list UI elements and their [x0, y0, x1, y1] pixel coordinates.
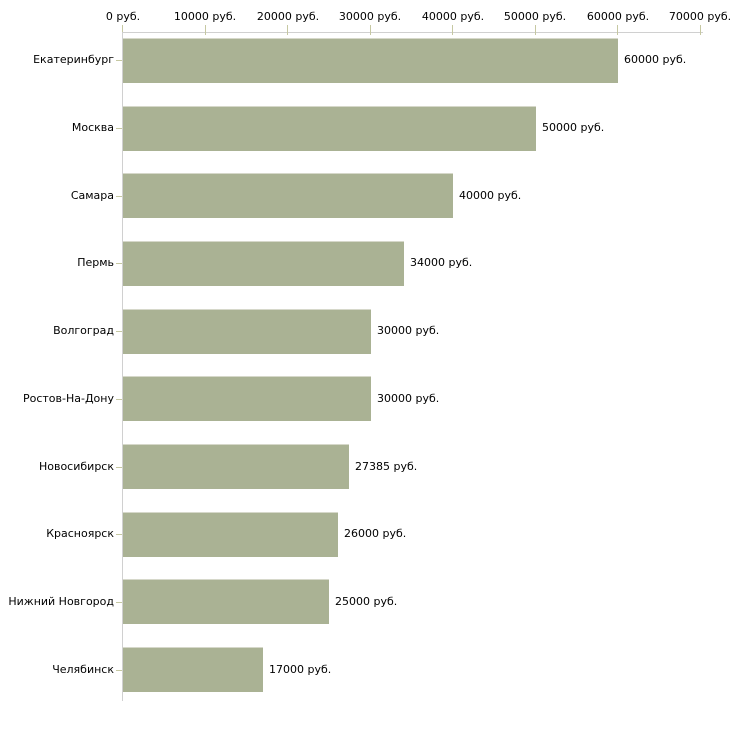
category-label: Нижний Новгород	[8, 595, 114, 608]
bar-value-label: 34000 руб.	[410, 256, 473, 269]
x-axis-tick	[370, 25, 371, 35]
y-axis-tick	[116, 128, 122, 129]
x-axis-tick	[205, 25, 206, 35]
category-label: Волгоград	[53, 324, 114, 337]
x-axis-tick	[700, 25, 701, 35]
bar	[123, 376, 371, 421]
bar-value-label: 60000 руб.	[624, 53, 687, 66]
bar	[123, 309, 371, 354]
category-label: Екатеринбург	[33, 53, 114, 66]
bar	[123, 444, 349, 489]
y-axis-tick	[116, 602, 122, 603]
category-label: Ростов-На-Дону	[22, 392, 114, 405]
x-axis-tick-label: 30000 руб.	[338, 10, 402, 23]
category-label: Челябинск	[52, 663, 114, 676]
y-axis-tick	[116, 670, 122, 671]
x-axis-tick-label: 50000 руб.	[503, 10, 567, 23]
x-axis-tick	[122, 25, 123, 35]
x-axis-tick-label: 10000 руб.	[173, 10, 237, 23]
bar-value-label: 27385 руб.	[355, 460, 418, 473]
category-label: Самара	[70, 189, 114, 202]
bar	[123, 512, 338, 557]
x-axis-tick-label: 0 руб.	[105, 10, 141, 23]
bar-value-label: 26000 руб.	[344, 527, 407, 540]
x-axis-tick-label: 70000 руб.	[668, 10, 730, 23]
bar	[123, 106, 536, 151]
x-axis-tick	[535, 25, 536, 35]
x-axis-tick	[617, 25, 618, 35]
x-axis-tick-label: 40000 руб.	[421, 10, 485, 23]
y-axis-tick	[116, 467, 122, 468]
y-axis-tick	[116, 263, 122, 264]
bar-value-label: 30000 руб.	[377, 392, 440, 405]
category-label: Новосибирск	[38, 460, 114, 473]
category-label: Москва	[71, 121, 114, 134]
x-axis-tick-label: 60000 руб.	[586, 10, 650, 23]
y-axis-tick	[116, 196, 122, 197]
bar	[123, 38, 618, 83]
y-axis-tick	[116, 534, 122, 535]
category-label: Пермь	[77, 256, 114, 269]
category-label: Красноярск	[46, 527, 114, 540]
bar-value-label: 40000 руб.	[459, 189, 522, 202]
y-axis-tick	[116, 331, 122, 332]
bar-value-label: 17000 руб.	[269, 663, 332, 676]
bar-value-label: 30000 руб.	[377, 324, 440, 337]
bar	[123, 173, 453, 218]
y-axis-line	[122, 32, 123, 701]
y-axis-tick	[116, 399, 122, 400]
y-axis-tick	[116, 60, 122, 61]
bar	[123, 579, 329, 624]
bar-value-label: 50000 руб.	[542, 121, 605, 134]
x-axis-line	[122, 32, 703, 33]
bar-value-label: 25000 руб.	[335, 595, 398, 608]
x-axis-tick-label: 20000 руб.	[256, 10, 320, 23]
x-axis-tick	[452, 25, 453, 35]
bar	[123, 647, 263, 692]
x-axis-tick	[287, 25, 288, 35]
bar	[123, 241, 404, 286]
